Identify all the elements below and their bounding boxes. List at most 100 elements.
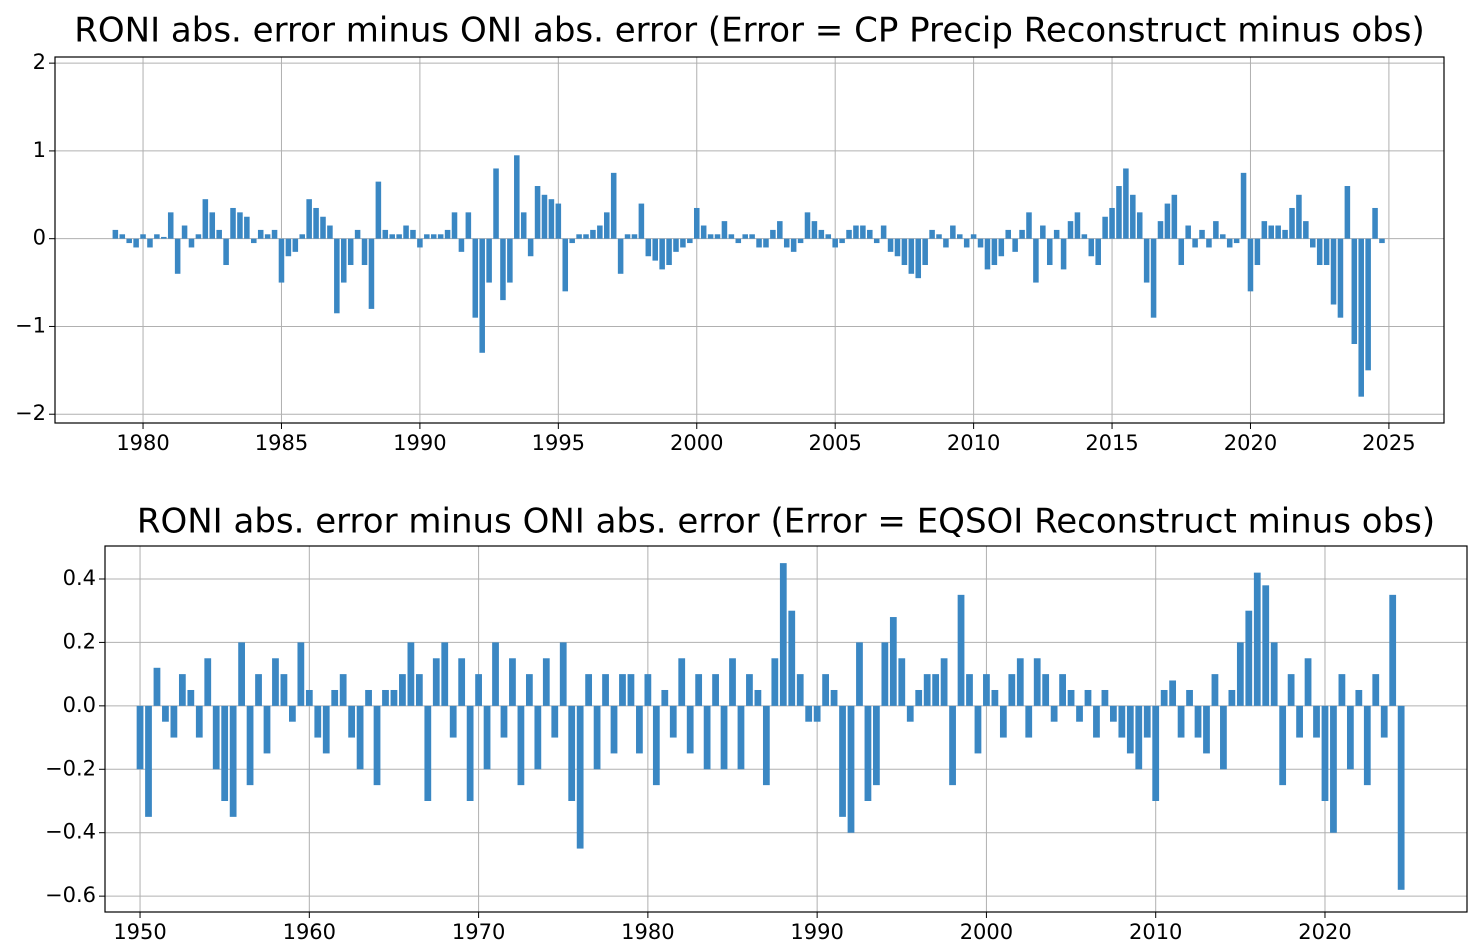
bar bbox=[1067, 221, 1074, 239]
x-tick-label: 1990 bbox=[790, 920, 843, 944]
bar bbox=[1026, 212, 1032, 239]
bar bbox=[1372, 207, 1378, 239]
bar bbox=[548, 199, 555, 239]
bar bbox=[1186, 689, 1193, 706]
bar bbox=[737, 705, 745, 770]
bar bbox=[396, 234, 402, 239]
bar bbox=[465, 212, 472, 239]
bar bbox=[604, 212, 610, 239]
bar bbox=[880, 225, 887, 239]
bar bbox=[1279, 705, 1287, 786]
bar bbox=[749, 234, 755, 239]
bar bbox=[1330, 705, 1337, 833]
bar bbox=[754, 689, 762, 706]
bar bbox=[873, 705, 880, 786]
bar bbox=[881, 642, 889, 706]
bar bbox=[500, 705, 508, 738]
bar bbox=[278, 238, 285, 283]
bar bbox=[334, 238, 340, 314]
bar bbox=[297, 642, 305, 706]
bar bbox=[479, 238, 485, 353]
bar bbox=[292, 238, 299, 252]
bar bbox=[1358, 238, 1364, 397]
bar bbox=[659, 238, 665, 270]
bar bbox=[466, 705, 474, 801]
bar bbox=[839, 705, 846, 817]
bar bbox=[238, 642, 245, 706]
bar bbox=[645, 238, 652, 257]
y-tick-label: −0.2 bbox=[45, 756, 96, 780]
bar bbox=[1118, 705, 1126, 738]
bar bbox=[901, 238, 908, 266]
bar bbox=[1185, 225, 1191, 239]
bar bbox=[1126, 705, 1134, 754]
bar bbox=[365, 689, 372, 706]
bar bbox=[950, 225, 956, 239]
bar bbox=[1247, 238, 1254, 292]
bar bbox=[1372, 674, 1380, 706]
bar bbox=[991, 689, 999, 706]
bar bbox=[898, 658, 906, 706]
bar bbox=[244, 216, 250, 239]
bar bbox=[678, 658, 686, 706]
bar bbox=[602, 674, 609, 706]
bar bbox=[1025, 705, 1033, 738]
x-tick-label: 2010 bbox=[947, 431, 1000, 455]
bar bbox=[763, 238, 769, 248]
bar bbox=[700, 225, 707, 239]
bar bbox=[500, 238, 506, 301]
bar bbox=[1012, 238, 1018, 252]
x-tick-label: 1985 bbox=[255, 431, 308, 455]
bar bbox=[1194, 705, 1202, 738]
bar bbox=[991, 238, 998, 266]
bar bbox=[1074, 212, 1081, 239]
bar bbox=[966, 674, 973, 706]
x-tick-label: 2020 bbox=[1298, 920, 1351, 944]
bar bbox=[712, 674, 719, 706]
bar bbox=[313, 207, 319, 239]
bar bbox=[1310, 238, 1316, 248]
bar bbox=[1067, 689, 1075, 706]
bar bbox=[195, 705, 203, 738]
bar bbox=[424, 705, 432, 801]
bar bbox=[230, 207, 236, 239]
bar bbox=[1005, 229, 1011, 239]
bar bbox=[638, 203, 645, 239]
bar bbox=[1008, 674, 1016, 706]
bar bbox=[915, 689, 923, 706]
bar bbox=[974, 705, 982, 754]
bar bbox=[1316, 238, 1323, 266]
bar bbox=[493, 168, 499, 239]
bar bbox=[1397, 705, 1405, 890]
bar bbox=[354, 229, 361, 239]
x-tick-label: 2025 bbox=[1362, 431, 1415, 455]
bar bbox=[170, 705, 178, 738]
bar bbox=[407, 642, 415, 706]
bar bbox=[314, 705, 322, 738]
bar bbox=[1088, 238, 1095, 257]
bar bbox=[1220, 234, 1226, 239]
bar bbox=[305, 689, 313, 706]
bar bbox=[271, 229, 278, 239]
bar bbox=[1093, 705, 1100, 738]
bar bbox=[873, 238, 880, 244]
bar bbox=[1143, 238, 1150, 283]
bar bbox=[1270, 642, 1278, 706]
bar bbox=[1081, 234, 1088, 239]
bar bbox=[922, 238, 928, 266]
bar bbox=[669, 705, 677, 738]
bar bbox=[957, 234, 963, 239]
bar bbox=[1084, 689, 1092, 706]
bar bbox=[347, 238, 354, 266]
bar bbox=[788, 610, 796, 706]
bar bbox=[631, 234, 638, 239]
bar bbox=[822, 674, 829, 706]
chart-title: RONI abs. error minus ONI abs. error (Er… bbox=[137, 502, 1435, 542]
bar bbox=[661, 689, 669, 706]
bar bbox=[1040, 225, 1046, 239]
x-tick-label: 2020 bbox=[1224, 431, 1277, 455]
bar bbox=[853, 225, 859, 239]
y-tick-label: 2 bbox=[33, 50, 46, 74]
bar bbox=[1192, 238, 1198, 248]
